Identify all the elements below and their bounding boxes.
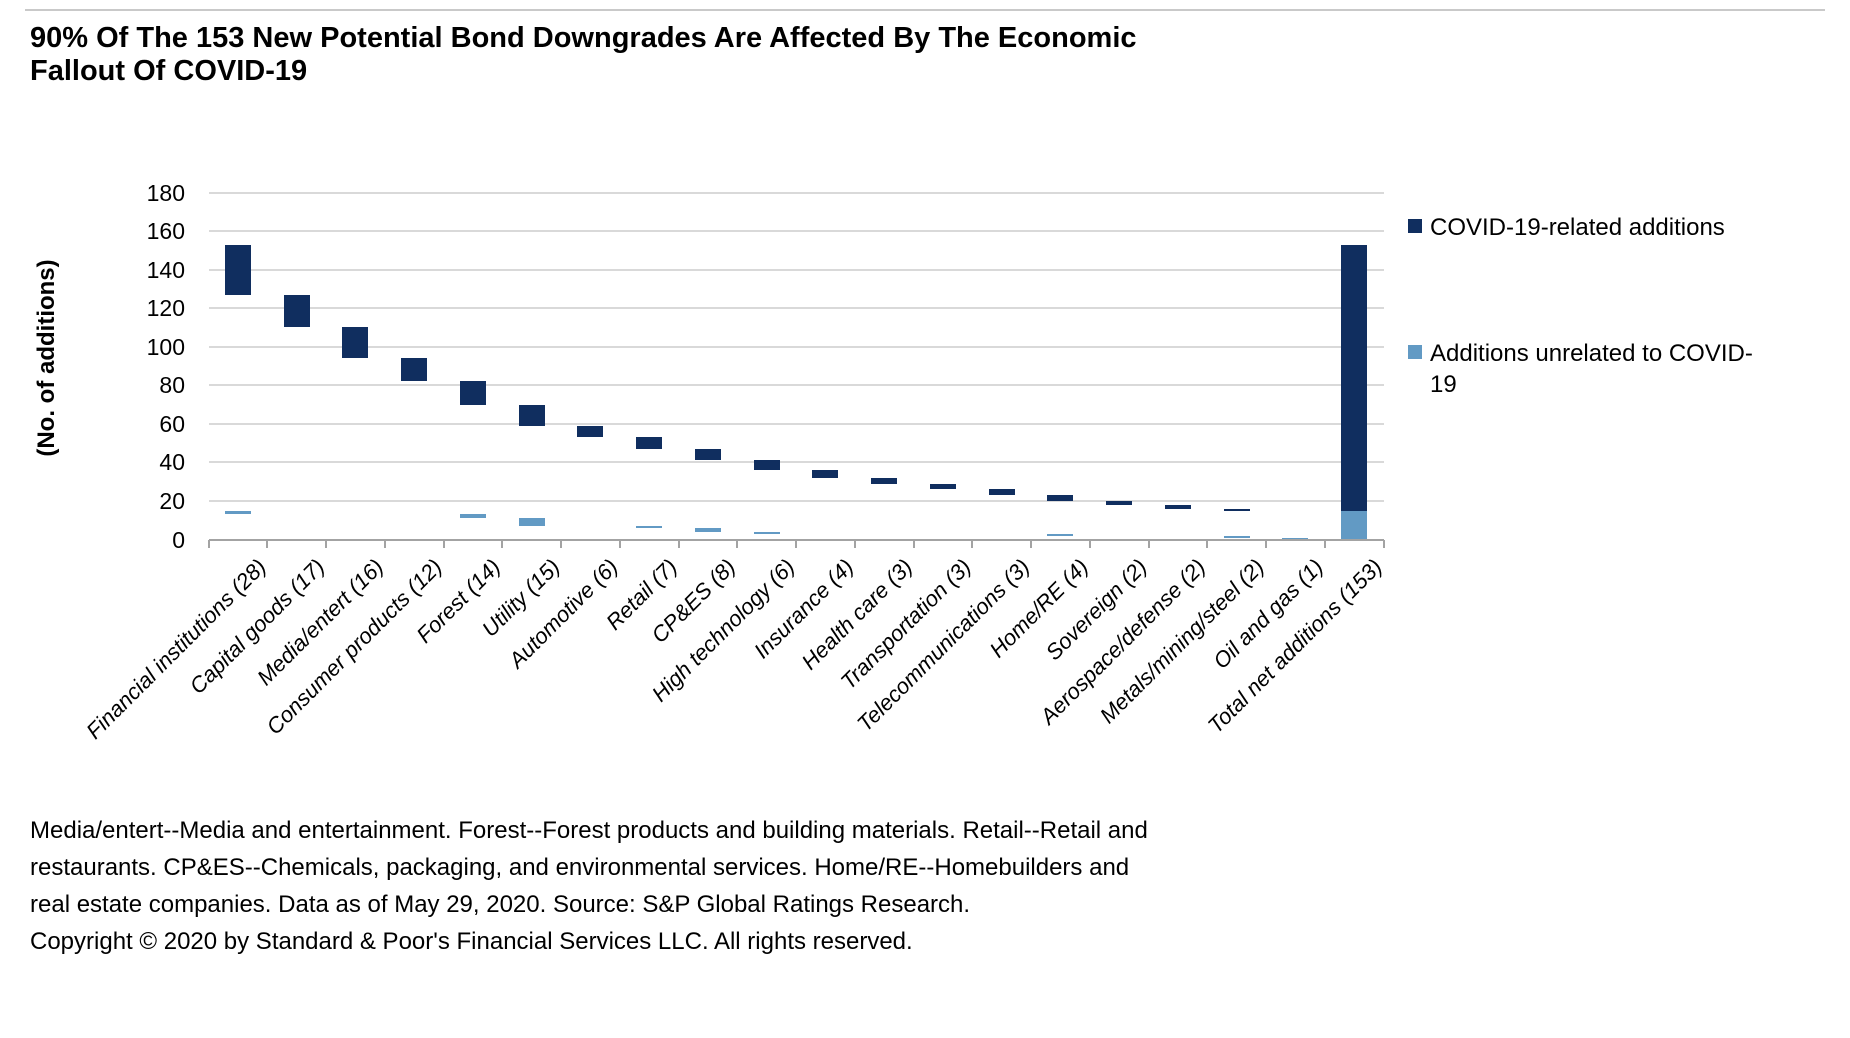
y-tick-label-80: 80 <box>159 372 185 399</box>
axis-tick <box>1382 539 1385 548</box>
y-tick-label-100: 100 <box>146 333 185 360</box>
covid-bar-utility-15 <box>518 404 545 426</box>
covid-bar-insurance-4 <box>812 470 839 478</box>
gridline-80 <box>208 384 1384 387</box>
axis-tick <box>912 539 915 548</box>
covid-bar-automotive-6 <box>577 425 604 438</box>
covid-bar-metals-mining-steel-2 <box>1223 508 1250 511</box>
axis-tick <box>1265 539 1267 548</box>
gridline-160 <box>208 230 1384 233</box>
axis-tick <box>442 539 445 548</box>
y-tick-label-60: 60 <box>159 410 185 437</box>
covid-bar-total-net-additions-153 <box>1341 244 1368 511</box>
unrelated-bar-cp-es-8 <box>694 527 721 532</box>
gridline-120 <box>208 307 1384 310</box>
covid-bar-capital-goods-17 <box>283 294 310 328</box>
legend-label-covid: COVID-19-related additions <box>1430 214 1725 241</box>
top-divider-line <box>25 9 1825 11</box>
covid-bar-retail-7 <box>636 437 663 449</box>
y-tick-label-160: 160 <box>146 218 185 245</box>
axis-tick <box>1088 539 1091 548</box>
axis-tick <box>1323 539 1326 548</box>
axis-tick <box>1147 539 1150 548</box>
gridline-140 <box>208 268 1384 271</box>
chart-title-line-1: 90% Of The 153 New Potential Bond Downgr… <box>30 22 1137 54</box>
axis-tick <box>795 539 797 548</box>
axis-tick <box>501 539 504 548</box>
covid-bar-home-re-4 <box>1047 495 1074 501</box>
covid-bar-transportation-3 <box>929 483 956 490</box>
covid-bar-high-technology-6 <box>753 460 780 471</box>
y-tick-label-140: 140 <box>146 256 185 283</box>
axis-tick <box>325 539 327 548</box>
axis-tick <box>677 539 680 548</box>
y-tick-label-120: 120 <box>146 295 185 322</box>
footnote-line-3: real estate companies. Data as of May 29… <box>30 891 971 918</box>
unrelated-bar-metals-mining-steel-2 <box>1223 535 1250 538</box>
covid-bar-sovereign-2 <box>1106 500 1133 505</box>
covid-bar-health-care-3 <box>871 477 898 484</box>
axis-tick <box>853 539 856 548</box>
axis-tick <box>1206 539 1209 548</box>
legend-swatch-covid <box>1408 219 1422 233</box>
gridline-180 <box>208 191 1384 194</box>
axis-tick <box>971 539 974 548</box>
gridline-20 <box>208 499 1384 502</box>
covid-bar-cp-es-8 <box>694 448 721 461</box>
covid-bar-telecommunications-3 <box>988 489 1015 496</box>
y-tick-label-20: 20 <box>159 487 185 514</box>
covid-bar-forest-14 <box>459 381 486 405</box>
covid-bar-media-entert-16 <box>342 327 369 359</box>
unrelated-bar-oil-and-gas-1 <box>1282 537 1309 540</box>
copyright-line: Copyright © 2020 by Standard & Poor's Fi… <box>30 928 913 955</box>
y-tick-label-180: 180 <box>146 179 185 206</box>
unrelated-bar-utility-15 <box>518 518 545 526</box>
y-tick-label-0: 0 <box>172 526 185 553</box>
footnote-line-2: restaurants. CP&ES--Chemicals, packaging… <box>30 854 1130 881</box>
unrelated-bar-total-net-additions-153 <box>1341 510 1368 540</box>
gridline-100 <box>208 345 1384 348</box>
unrelated-bar-financial-institutions-28 <box>224 510 251 515</box>
covid-bar-consumer-products-12 <box>401 358 428 382</box>
unrelated-bar-retail-7 <box>636 526 663 528</box>
unrelated-bar-home-re-4 <box>1047 533 1074 536</box>
legend-label-unrelated-line-2: 19 <box>1430 371 1457 398</box>
covid-bar-financial-institutions-28 <box>224 244 251 295</box>
axis-tick <box>266 539 269 548</box>
y-axis-title: (No. of additions) <box>33 259 60 457</box>
gridline-40 <box>208 461 1384 464</box>
gridline-60 <box>208 422 1384 425</box>
y-tick-label-40: 40 <box>159 449 185 476</box>
axis-tick <box>383 539 386 548</box>
legend-label-unrelated: Additions unrelated to COVID- 19 <box>1430 338 1753 400</box>
legend-swatch-unrelated <box>1408 345 1422 359</box>
footnote-line-1: Media/entert--Media and entertainment. F… <box>30 817 1148 844</box>
unrelated-bar-high-technology-6 <box>753 531 780 534</box>
covid-bar-aerospace-defense-2 <box>1164 504 1191 509</box>
legend-item-unrelated: Additions unrelated to COVID- 19 <box>1408 338 1753 400</box>
axis-tick <box>560 539 562 548</box>
legend-item-covid: COVID-19-related additions <box>1408 212 1725 243</box>
axis-tick <box>207 539 210 548</box>
legend-label-unrelated-line-1: Additions unrelated to COVID- <box>1430 340 1753 367</box>
axis-tick <box>736 539 739 548</box>
axis-tick <box>618 539 621 548</box>
unrelated-bar-forest-14 <box>459 514 486 519</box>
chart-title: 90% Of The 153 New Potential Bond Downgr… <box>30 22 1240 88</box>
chart-title-line-2: Fallout Of COVID-19 <box>30 55 308 87</box>
axis-tick <box>1030 539 1032 548</box>
